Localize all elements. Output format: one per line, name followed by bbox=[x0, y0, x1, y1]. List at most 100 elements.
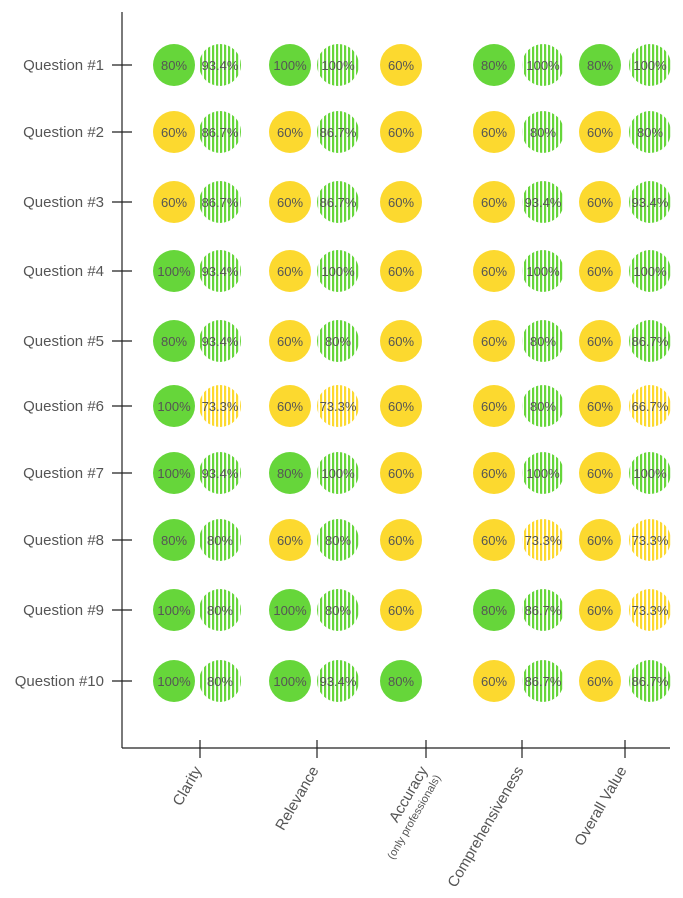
striped-dot-comprehensiveness-q9 bbox=[522, 589, 564, 631]
striped-dot-label: 80% bbox=[207, 674, 233, 689]
solid-dot-label: 80% bbox=[481, 603, 507, 618]
striped-dot-label: 73.3% bbox=[202, 399, 239, 414]
solid-dot-accuracy-q5 bbox=[380, 320, 422, 362]
solid-dot-comprehensiveness-q1 bbox=[473, 44, 515, 86]
solid-dot-label: 60% bbox=[277, 264, 303, 279]
striped-dot-label: 100% bbox=[633, 264, 667, 279]
striped-dot-label: 80% bbox=[207, 533, 233, 548]
striped-dot-label: 86.7% bbox=[632, 334, 669, 349]
solid-dot-label: 60% bbox=[587, 264, 613, 279]
solid-dot-relevance-q9 bbox=[269, 589, 311, 631]
solid-dot-label: 80% bbox=[161, 334, 187, 349]
striped-dot-overall-value-q4 bbox=[629, 250, 671, 292]
x-tick-label-comprehensiveness: Comprehensiveness bbox=[444, 764, 527, 891]
solid-dot-label: 60% bbox=[481, 125, 507, 140]
striped-dot-label: 80% bbox=[325, 533, 351, 548]
solid-dot-accuracy-q2 bbox=[380, 111, 422, 153]
striped-dot-overall-value-q9 bbox=[629, 589, 671, 631]
solid-dot-relevance-q2 bbox=[269, 111, 311, 153]
solid-dot-label: 60% bbox=[161, 195, 187, 210]
solid-dot-label: 60% bbox=[587, 195, 613, 210]
striped-dot-label: 93.4% bbox=[320, 674, 357, 689]
striped-dot-clarity-q9 bbox=[199, 589, 241, 631]
striped-dot-comprehensiveness-q10 bbox=[522, 660, 564, 702]
solid-dot-accuracy-q3 bbox=[380, 181, 422, 223]
striped-dot-clarity-q2 bbox=[199, 111, 241, 153]
solid-dot-label: 60% bbox=[587, 603, 613, 618]
striped-dot-comprehensiveness-q2 bbox=[522, 111, 564, 153]
striped-dot-comprehensiveness-q3 bbox=[522, 181, 564, 223]
solid-dot-label: 100% bbox=[273, 58, 307, 73]
solid-dot-label: 60% bbox=[587, 125, 613, 140]
solid-dot-relevance-q7 bbox=[269, 452, 311, 494]
solid-dot-label: 60% bbox=[481, 399, 507, 414]
solid-dot-label: 80% bbox=[481, 58, 507, 73]
solid-dot-label: 100% bbox=[157, 264, 191, 279]
striped-dot-relevance-q1 bbox=[317, 44, 359, 86]
solid-dot-label: 60% bbox=[587, 466, 613, 481]
y-tick-label-5: Question #5 bbox=[23, 333, 104, 350]
striped-dot-label: 100% bbox=[526, 58, 560, 73]
striped-dot-relevance-q4 bbox=[317, 250, 359, 292]
striped-dot-relevance-q3 bbox=[317, 181, 359, 223]
striped-dot-clarity-q8 bbox=[199, 519, 241, 561]
y-tick-label-10: Question #10 bbox=[15, 673, 104, 690]
solid-dot-clarity-q2 bbox=[153, 111, 195, 153]
x-axis-labels: Clarity Relevance Accuracy(only profession… bbox=[169, 763, 630, 890]
striped-dot-label: 80% bbox=[325, 603, 351, 618]
striped-dot-relevance-q7 bbox=[317, 452, 359, 494]
striped-dot-overall-value-q8 bbox=[629, 519, 671, 561]
y-tick-label-3: Question #3 bbox=[23, 194, 104, 211]
striped-dot-label: 100% bbox=[321, 58, 355, 73]
solid-dot-label: 100% bbox=[157, 603, 191, 618]
striped-dot-comprehensiveness-q1 bbox=[522, 44, 564, 86]
striped-dot-overall-value-q2 bbox=[629, 111, 671, 153]
chart-marks: 80% 60% 60% 100% 80% 100% 100% 80% 100% 100% 93.4%… bbox=[153, 44, 671, 702]
solid-dot-overall-value-q1 bbox=[579, 44, 621, 86]
solid-dot-relevance-q5 bbox=[269, 320, 311, 362]
striped-dot-label: 100% bbox=[633, 466, 667, 481]
solid-dot-label: 60% bbox=[481, 334, 507, 349]
solid-dot-accuracy-q1 bbox=[380, 44, 422, 86]
striped-dot-clarity-q5 bbox=[199, 320, 241, 362]
solid-dot-label: 60% bbox=[481, 466, 507, 481]
solid-dot-relevance-q3 bbox=[269, 181, 311, 223]
solid-dot-label: 60% bbox=[277, 195, 303, 210]
solid-dot-label: 60% bbox=[277, 399, 303, 414]
striped-dot-label: 80% bbox=[530, 334, 556, 349]
solid-dot-clarity-q7 bbox=[153, 452, 195, 494]
striped-dot-comprehensiveness-q4 bbox=[522, 250, 564, 292]
striped-dot-label: 93.4% bbox=[202, 466, 239, 481]
solid-dot-overall-value-q7 bbox=[579, 452, 621, 494]
solid-dot-clarity-q8 bbox=[153, 519, 195, 561]
striped-dot-label: 80% bbox=[325, 334, 351, 349]
solid-dot-label: 100% bbox=[273, 674, 307, 689]
y-tick-label-6: Question #6 bbox=[23, 398, 104, 415]
solid-dot-clarity-q3 bbox=[153, 181, 195, 223]
solid-dot-comprehensiveness-q5 bbox=[473, 320, 515, 362]
solid-dot-label: 80% bbox=[277, 466, 303, 481]
striped-dot-overall-value-q7 bbox=[629, 452, 671, 494]
solid-dot-accuracy-q7 bbox=[380, 452, 422, 494]
solid-dot-label: 60% bbox=[481, 195, 507, 210]
striped-dot-relevance-q9 bbox=[317, 589, 359, 631]
solid-dot-label: 60% bbox=[388, 603, 414, 618]
solid-dot-label: 60% bbox=[161, 125, 187, 140]
striped-dot-label: 73.3% bbox=[525, 533, 562, 548]
solid-dot-label: 80% bbox=[587, 58, 613, 73]
x-tick-label-relevance: Relevance bbox=[272, 764, 322, 834]
solid-dot-comprehensiveness-q4 bbox=[473, 250, 515, 292]
striped-dot-overall-value-q3 bbox=[629, 181, 671, 223]
y-tick-label-2: Question #2 bbox=[23, 124, 104, 141]
solid-dot-label: 60% bbox=[277, 533, 303, 548]
striped-dot-relevance-q8 bbox=[317, 519, 359, 561]
striped-dot-clarity-q3 bbox=[199, 181, 241, 223]
striped-dot-label: 86.7% bbox=[632, 674, 669, 689]
striped-dot-label: 86.7% bbox=[525, 674, 562, 689]
solid-dot-label: 100% bbox=[157, 466, 191, 481]
chart-axes bbox=[112, 12, 670, 758]
x-tick-label-text: Comprehensiveness bbox=[444, 764, 527, 891]
solid-dot-label: 60% bbox=[587, 334, 613, 349]
solid-dot-comprehensiveness-q10 bbox=[473, 660, 515, 702]
